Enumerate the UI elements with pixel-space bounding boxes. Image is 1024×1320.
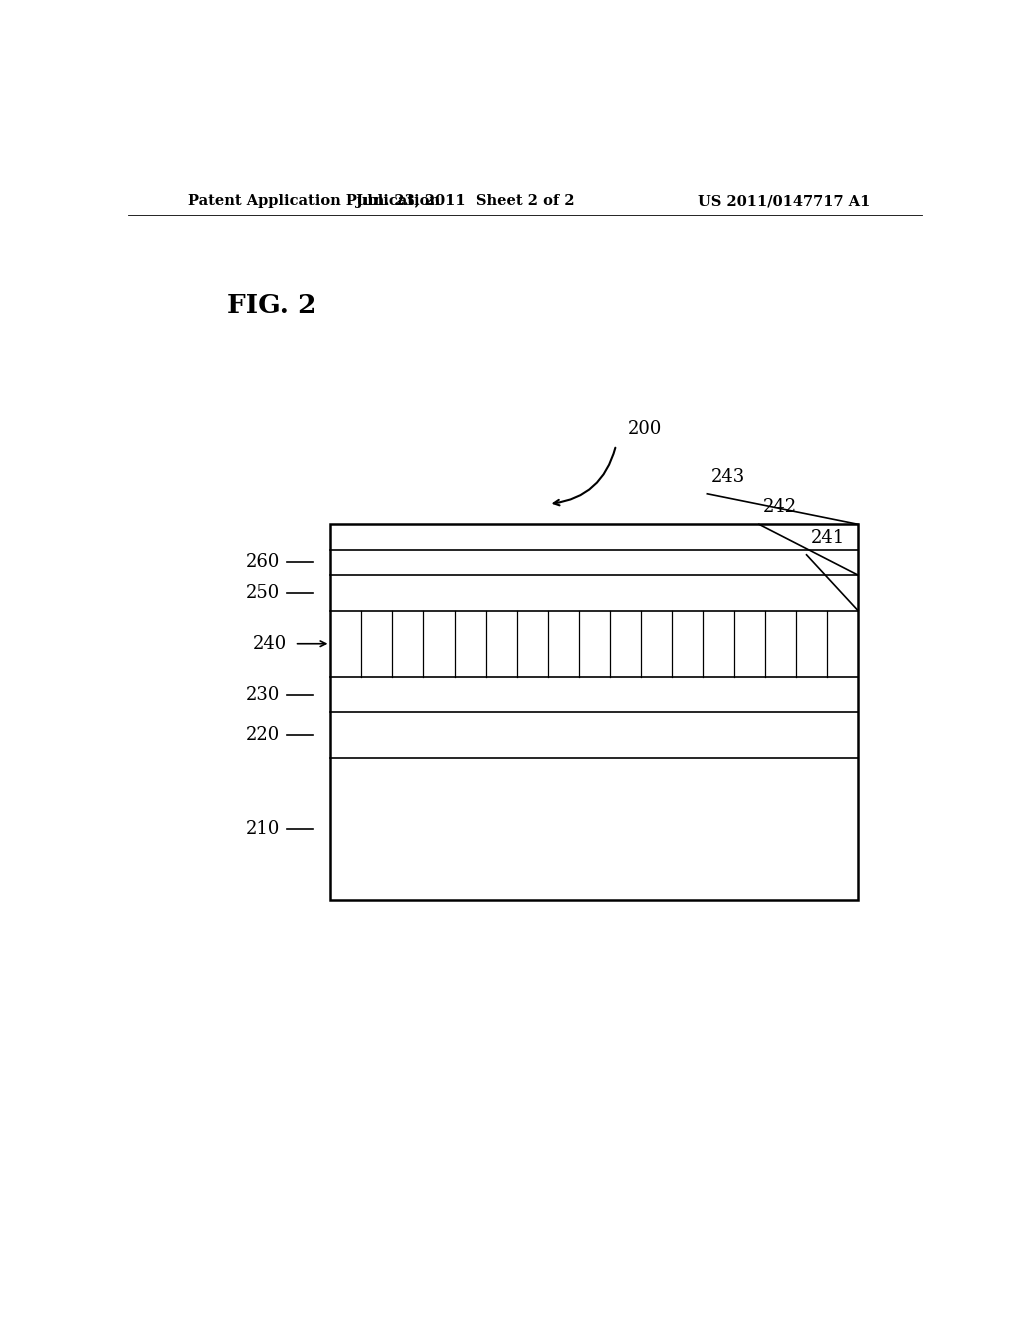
Text: 220: 220 [246,726,281,744]
Text: 240: 240 [253,635,287,652]
Text: Jun. 23, 2011  Sheet 2 of 2: Jun. 23, 2011 Sheet 2 of 2 [356,194,574,209]
Text: 250: 250 [246,583,281,602]
Text: US 2011/0147717 A1: US 2011/0147717 A1 [697,194,870,209]
Text: 243: 243 [712,467,745,486]
Bar [331,524,858,900]
Text: 210: 210 [246,820,281,838]
Text: 241: 241 [811,529,845,546]
Text: Patent Application Publication: Patent Application Publication [187,194,439,209]
Text: FIG. 2: FIG. 2 [227,293,316,318]
Text: 200: 200 [628,420,663,438]
Text: 230: 230 [246,685,281,704]
Text: 260: 260 [246,553,281,572]
Text: 242: 242 [763,498,797,516]
